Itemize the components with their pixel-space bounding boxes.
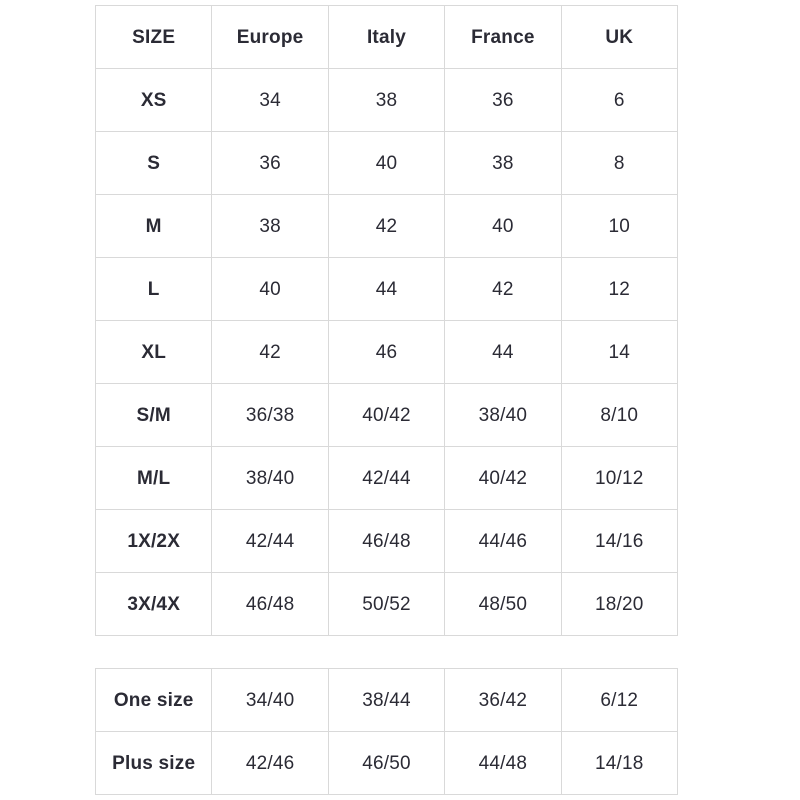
- size-value-cell: 48/50: [444, 572, 562, 636]
- size-label-cell: Plus size: [94, 731, 213, 795]
- size-label-cell: S/M: [94, 383, 213, 447]
- size-value-cell: 10/12: [560, 446, 679, 510]
- table-row: 3X/4X 46/48 50/52 48/50 18/20: [94, 572, 679, 636]
- size-value-cell: 46/48: [327, 509, 446, 573]
- size-label-cell: M/L: [94, 446, 213, 510]
- size-value-cell: 38/40: [444, 383, 562, 447]
- table-row: XL 42 46 44 14: [94, 320, 679, 384]
- size-value-cell: 50/52: [327, 572, 446, 636]
- size-value-cell: 14/16: [560, 509, 679, 573]
- size-value-cell: 42/44: [327, 446, 446, 510]
- size-value-cell: 8: [560, 131, 679, 195]
- size-value-cell: 44/48: [444, 731, 562, 795]
- size-label-cell: M: [94, 194, 213, 258]
- size-label-cell: One size: [94, 668, 213, 732]
- table-row: One size 34/40 38/44 36/42 6/12: [94, 668, 679, 732]
- size-value-cell: 42: [327, 194, 446, 258]
- size-value-cell: 42: [444, 257, 562, 321]
- table-row: 1X/2X 42/44 46/48 44/46 14/16: [94, 509, 679, 573]
- size-value-cell: 6: [560, 68, 679, 132]
- size-value-cell: 38: [211, 194, 329, 258]
- size-label-cell: 3X/4X: [94, 572, 213, 636]
- size-value-cell: 36: [444, 68, 562, 132]
- table-row: S/M 36/38 40/42 38/40 8/10: [94, 383, 679, 447]
- size-value-cell: 8/10: [560, 383, 679, 447]
- size-label-cell: XS: [94, 68, 213, 132]
- size-value-cell: 10: [560, 194, 679, 258]
- size-value-cell: 42: [211, 320, 329, 384]
- size-value-cell: 38/44: [327, 668, 446, 732]
- size-conversion-table: SIZE Europe Italy France UK XS 34 38 36 6 S 36 40 38 8…: [94, 5, 679, 636]
- size-label-cell: L: [94, 257, 213, 321]
- size-label-cell: S: [94, 131, 213, 195]
- size-value-cell: 46/50: [327, 731, 446, 795]
- size-value-cell: 6/12: [560, 668, 679, 732]
- size-value-cell: 14: [560, 320, 679, 384]
- size-value-cell: 40: [444, 194, 562, 258]
- size-value-cell: 12: [560, 257, 679, 321]
- size-value-cell: 14/18: [560, 731, 679, 795]
- table-row: S 36 40 38 8: [94, 131, 679, 195]
- size-label-cell: 1X/2X: [94, 509, 213, 573]
- table-row: M/L 38/40 42/44 40/42 10/12: [94, 446, 679, 510]
- table-row: XS 34 38 36 6: [94, 68, 679, 132]
- size-value-cell: 38: [444, 131, 562, 195]
- size-value-cell: 34/40: [211, 668, 329, 732]
- size-value-cell: 44: [327, 257, 446, 321]
- size-value-cell: 40/42: [327, 383, 446, 447]
- table-row: M 38 42 40 10: [94, 194, 679, 258]
- size-value-cell: 44/46: [444, 509, 562, 573]
- column-header-uk: UK: [560, 5, 679, 69]
- size-value-cell: 34: [211, 68, 329, 132]
- column-header-italy: Italy: [327, 5, 446, 69]
- size-value-cell: 40: [211, 257, 329, 321]
- size-value-cell: 36/42: [444, 668, 562, 732]
- size-value-cell: 44: [444, 320, 562, 384]
- size-value-cell: 36/38: [211, 383, 329, 447]
- column-header-size: SIZE: [94, 5, 213, 69]
- size-value-cell: 42/46: [211, 731, 329, 795]
- size-value-cell: 18/20: [560, 572, 679, 636]
- table-row: Plus size 42/46 46/50 44/48 14/18: [94, 731, 679, 795]
- column-header-france: France: [444, 5, 562, 69]
- size-value-cell: 46/48: [211, 572, 329, 636]
- size-value-cell: 36: [211, 131, 329, 195]
- column-header-europe: Europe: [211, 5, 329, 69]
- table-header-row: SIZE Europe Italy France UK: [94, 5, 679, 69]
- size-value-cell: 40: [327, 131, 446, 195]
- one-size-plus-size-table: One size 34/40 38/44 36/42 6/12 Plus size 42/4…: [94, 668, 679, 795]
- size-value-cell: 42/44: [211, 509, 329, 573]
- size-label-cell: XL: [94, 320, 213, 384]
- size-value-cell: 38/40: [211, 446, 329, 510]
- size-value-cell: 38: [327, 68, 446, 132]
- size-value-cell: 46: [327, 320, 446, 384]
- size-value-cell: 40/42: [444, 446, 562, 510]
- table-row: L 40 44 42 12: [94, 257, 679, 321]
